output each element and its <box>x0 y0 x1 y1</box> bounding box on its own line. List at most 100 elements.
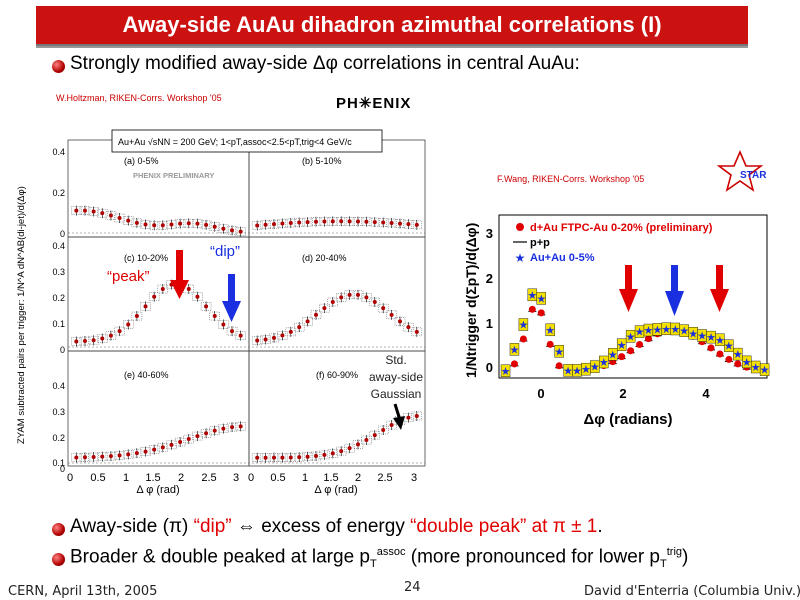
b2-dip: “dip” <box>193 516 232 537</box>
data-point <box>414 329 419 334</box>
data-point <box>305 454 310 459</box>
auau-point: ★ <box>688 328 698 340</box>
panel-label-f: (f) 60-90% <box>316 370 358 380</box>
right-y-axis-label: 1/Ntrigger d(ΣpT)/d(Δφ) <box>463 223 479 378</box>
data-point <box>195 434 200 439</box>
auau-point: ★ <box>697 331 707 343</box>
dau-point <box>537 309 545 317</box>
data-point <box>169 222 174 227</box>
data-point <box>221 226 226 231</box>
annot-std-1: Std. <box>385 353 406 367</box>
data-point <box>160 223 165 228</box>
b3-sub1: T <box>370 558 377 571</box>
phenix-logo: PH✳ENIX <box>336 95 412 112</box>
data-point <box>330 300 335 305</box>
footer-right: David d'Enterria (Columbia Univ.) <box>584 584 800 599</box>
dau-point <box>627 347 635 355</box>
data-point <box>305 220 310 225</box>
b3-b: (more pronounced for lower p <box>405 546 660 568</box>
ytick: 0.2 <box>52 188 65 198</box>
data-point <box>414 222 419 227</box>
data-point <box>230 425 235 430</box>
bullet-text-3: Broader & double peaked at large pTassoc… <box>70 546 688 570</box>
data-point <box>297 325 302 330</box>
x-tick-labels: 0 0.5 1 1.5 2 2.5 3 0 0.5 1 1.5 2 2.5 3 <box>67 472 417 484</box>
data-point <box>108 213 113 218</box>
auau-point: ★ <box>661 324 671 336</box>
b3-c: ) <box>682 546 689 568</box>
auau-point: ★ <box>742 357 752 369</box>
b2-double-peak: “double peak” at π ± 1 <box>410 516 598 537</box>
data-point <box>212 314 217 319</box>
data-point <box>82 455 87 460</box>
auau-point: ★ <box>608 349 618 361</box>
xtick: 3 <box>233 472 239 484</box>
ytick: 1 <box>486 316 493 331</box>
data-point <box>134 314 139 319</box>
auau-point: ★ <box>760 365 770 377</box>
header-text: Au+Au √sNN = 200 GeV; 1<pT,assoc<2.5<pT,… <box>118 137 352 147</box>
data-point <box>238 424 243 429</box>
panel-label-b: (b) 5-10% <box>302 156 342 166</box>
panel-label-c: (c) 10-20% <box>124 253 168 263</box>
data-point <box>134 451 139 456</box>
ytick: 0 <box>60 464 65 474</box>
data-point <box>272 335 276 340</box>
xtick: 0.5 <box>90 472 105 484</box>
right-credit: F.Wang, RIKEN-Corrs. Workshop '05 <box>497 174 645 184</box>
b2-part-e: . <box>597 516 603 537</box>
zero-lines <box>68 232 425 464</box>
data-point <box>160 286 165 291</box>
data-point <box>255 455 260 460</box>
y-tick-labels: 0.4 0.2 0 0.4 0.3 0.2 0.1 0 0.4 0.3 0.2 … <box>52 147 65 474</box>
data-point <box>347 446 352 451</box>
data-point <box>204 304 209 309</box>
annot-peak: “peak” <box>107 268 150 285</box>
data-point <box>74 339 79 344</box>
xtick: 1 <box>123 472 129 484</box>
data-point <box>255 223 260 228</box>
data-point <box>143 222 148 227</box>
data-point <box>322 306 327 311</box>
right-data-points: ★★★★ ★★★★ ★ ★ ★ ★★★★ ★ ★ ★ ★ ★ ★ ★ ★ ★ ★ ★★★ ★ ★ <box>501 288 770 378</box>
data-point <box>414 413 419 418</box>
auau-point: ★ <box>635 327 645 339</box>
auau-point: ★ <box>644 325 654 337</box>
data-point <box>263 337 268 342</box>
data-point <box>288 329 293 334</box>
data-point <box>143 304 148 309</box>
auau-point: ★ <box>545 325 555 337</box>
data-point <box>330 219 335 224</box>
auau-sys-box <box>759 363 770 376</box>
data-point <box>221 322 226 327</box>
data-point <box>288 455 293 460</box>
data-point <box>280 221 285 226</box>
data-point <box>82 208 87 213</box>
ytick: 3 <box>486 226 493 241</box>
ytick: 0 <box>486 360 493 375</box>
data-point <box>186 221 191 226</box>
data-point <box>280 455 285 460</box>
ytick: 0 <box>60 229 65 239</box>
data-point <box>381 306 386 311</box>
auau-sys-box <box>733 347 743 361</box>
bullet-text-2: Away-side (π) “dip” ⇔ excess of energy “… <box>70 516 603 538</box>
data-point <box>100 336 105 341</box>
data-point <box>186 286 191 291</box>
data-point <box>297 220 302 225</box>
auau-point: ★ <box>670 324 680 336</box>
header-box <box>111 129 383 153</box>
legend-pp: p+p <box>530 237 550 249</box>
data-point <box>339 219 344 224</box>
ytick: 0.4 <box>52 241 65 251</box>
data-point <box>178 221 183 226</box>
auau-point: ★ <box>518 320 528 332</box>
data-point <box>288 220 293 225</box>
data-point <box>126 452 131 457</box>
data-point <box>314 312 318 317</box>
data-point <box>389 423 394 428</box>
right-x-ticks: 0 2 4 <box>537 386 710 401</box>
blue-arrow-dip <box>222 274 241 322</box>
data-point <box>305 319 310 324</box>
b3-a: Broader & double peaked at large p <box>70 546 370 568</box>
